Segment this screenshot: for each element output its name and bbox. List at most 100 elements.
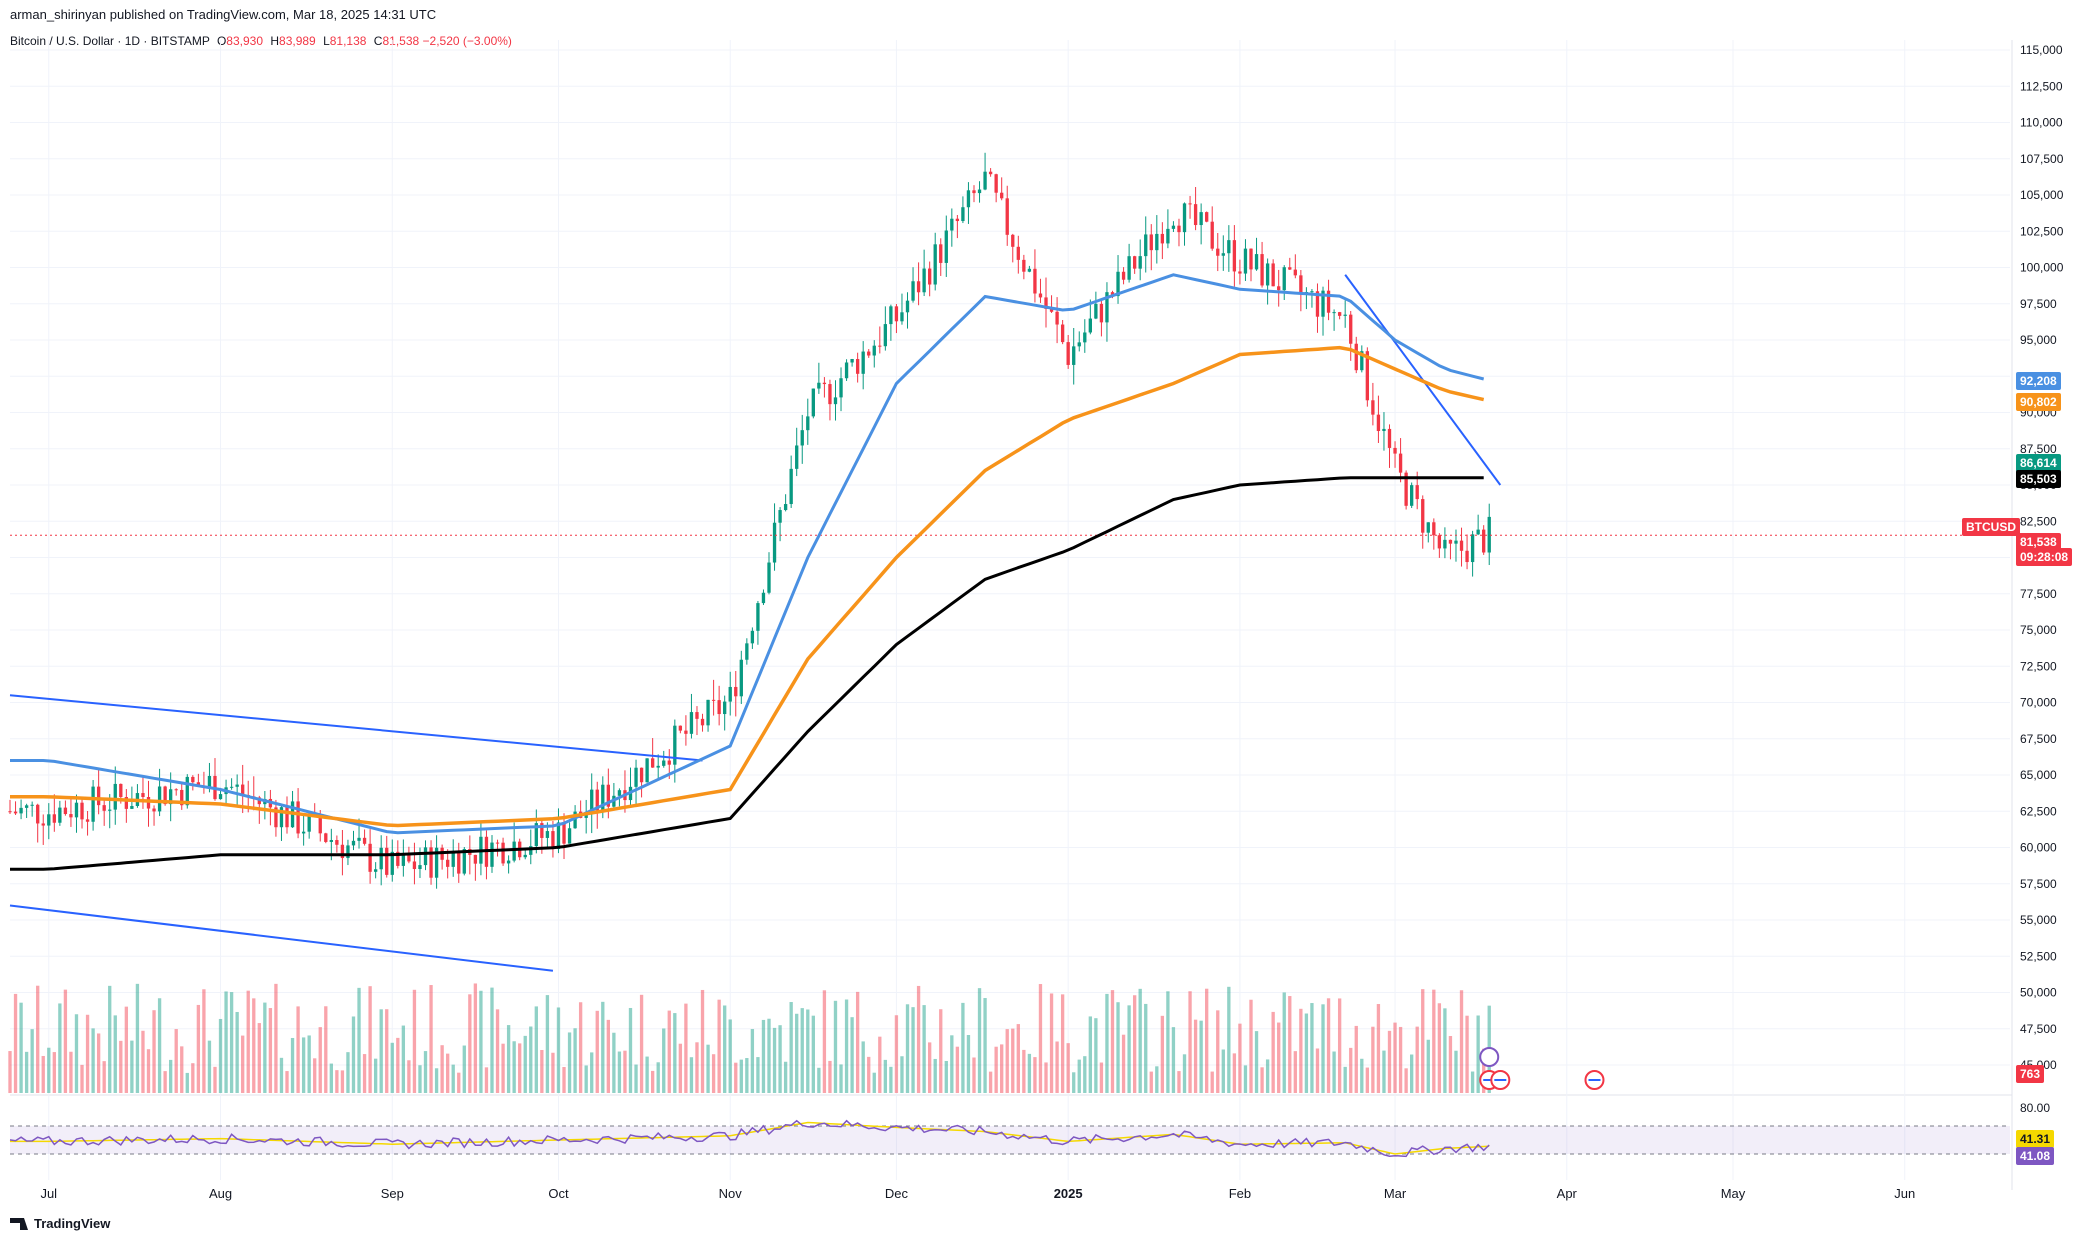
candle-body — [1011, 234, 1015, 247]
candle-body — [47, 814, 51, 826]
volume-bar — [955, 1046, 960, 1093]
volume-bar — [1083, 1056, 1087, 1093]
candle-body — [1310, 291, 1314, 293]
volume-bar — [1088, 1016, 1092, 1093]
candle-body — [41, 823, 45, 826]
volume-bar — [850, 1017, 854, 1093]
price-badge: 85,503 — [2016, 469, 2061, 488]
volume-bar — [578, 1002, 583, 1093]
volume-bar — [772, 1027, 777, 1093]
candle-body — [1193, 204, 1198, 226]
price-tick-label: 97,500 — [2020, 297, 2057, 311]
candle-body — [761, 592, 766, 604]
candle-body — [1227, 240, 1231, 254]
price-tick-label: 72,500 — [2020, 659, 2057, 673]
candle-body — [817, 382, 821, 389]
volume-bar — [889, 1066, 893, 1093]
candle-body — [157, 786, 162, 812]
volume-bar — [551, 1052, 555, 1093]
volume-bar — [152, 1010, 156, 1093]
volume-bar — [573, 1028, 577, 1093]
candle-body — [235, 784, 239, 787]
volume-bar — [141, 1030, 145, 1093]
candle-body — [1293, 269, 1297, 276]
volume-bar — [1365, 1067, 1370, 1093]
candle-body — [1232, 240, 1237, 272]
volume-bar — [634, 1064, 638, 1093]
ma-blue-line — [10, 273, 1485, 835]
volume-bar — [601, 1001, 605, 1093]
time-tick-label: Sep — [381, 1186, 404, 1201]
candle-body — [739, 659, 743, 697]
price-tick-label: 47,500 — [2020, 1022, 2057, 1036]
channel-upper-line[interactable] — [9, 694, 703, 762]
volume-bar — [1210, 1071, 1214, 1093]
volume-bar — [169, 1059, 173, 1093]
moving-averages — [10, 273, 1485, 871]
volume-bar — [135, 983, 140, 1093]
volume-bar — [911, 1007, 915, 1093]
volume-bar — [1371, 1026, 1375, 1093]
volume-bar — [972, 1057, 976, 1093]
time-tick-label: Nov — [719, 1186, 743, 1201]
candle-body — [13, 811, 18, 814]
candle-body — [872, 345, 876, 356]
volume-bar — [1382, 1050, 1386, 1093]
candle-body — [1066, 342, 1070, 365]
tradingview-logo[interactable]: TradingView — [10, 1216, 110, 1231]
price-tick-label: 60,000 — [2020, 841, 2057, 855]
candle-body — [961, 207, 965, 222]
candle-body — [1443, 539, 1447, 549]
volume-bar — [778, 1025, 782, 1093]
dividend-lightning-icon[interactable] — [1479, 1047, 1500, 1067]
candle-body — [163, 786, 167, 805]
candle-body — [911, 281, 915, 301]
candle-body — [108, 809, 112, 811]
volume-bar — [928, 1042, 932, 1093]
volume-bar — [1149, 1071, 1153, 1093]
candle-body — [229, 786, 234, 788]
candle-body — [1177, 225, 1181, 233]
candle-body — [19, 807, 23, 814]
candle-body — [717, 700, 721, 715]
volume-bar — [1005, 1029, 1009, 1093]
volume-bar — [346, 1052, 350, 1093]
time-tick-label: Jul — [40, 1186, 57, 1201]
volume-bar — [484, 1067, 489, 1093]
candle-body — [595, 789, 599, 811]
candle-body — [457, 852, 461, 874]
volume-bar — [385, 1009, 389, 1093]
channel-lower-line[interactable] — [9, 904, 554, 972]
candle-body — [185, 776, 189, 806]
volume-bar — [1216, 1010, 1220, 1093]
candle-body — [1182, 203, 1187, 233]
volume-bar — [717, 999, 721, 1093]
volume-bar — [1121, 1034, 1126, 1093]
volume-bar — [1105, 993, 1109, 1093]
symbol-title[interactable]: Bitcoin / U.S. Dollar · 1D · BITSTAMP — [10, 34, 210, 48]
close-value: 81,538 — [382, 34, 420, 48]
candle-body — [495, 842, 500, 844]
volume-bar — [811, 1015, 815, 1093]
rsi-tick-label: 80.00 — [2020, 1101, 2050, 1115]
candle-body — [174, 789, 178, 791]
volume-bar — [473, 983, 478, 1093]
volume-bar — [58, 1003, 62, 1093]
price-tick-label: 87,500 — [2020, 442, 2057, 456]
candle-body — [1371, 400, 1375, 415]
candle-body — [928, 268, 932, 285]
volume-bar — [883, 1059, 888, 1093]
candle-body — [883, 324, 888, 347]
volume-bar — [102, 1061, 106, 1093]
volume-bar — [1238, 1023, 1242, 1093]
volume-bar — [1465, 1015, 1469, 1093]
volume-bar — [783, 1061, 788, 1093]
candle-body — [662, 760, 666, 766]
candle-body — [551, 831, 555, 850]
candle-body — [523, 854, 527, 858]
volume-bar — [268, 1008, 273, 1093]
candle-body — [1155, 233, 1159, 251]
volume-bar — [767, 1018, 771, 1093]
